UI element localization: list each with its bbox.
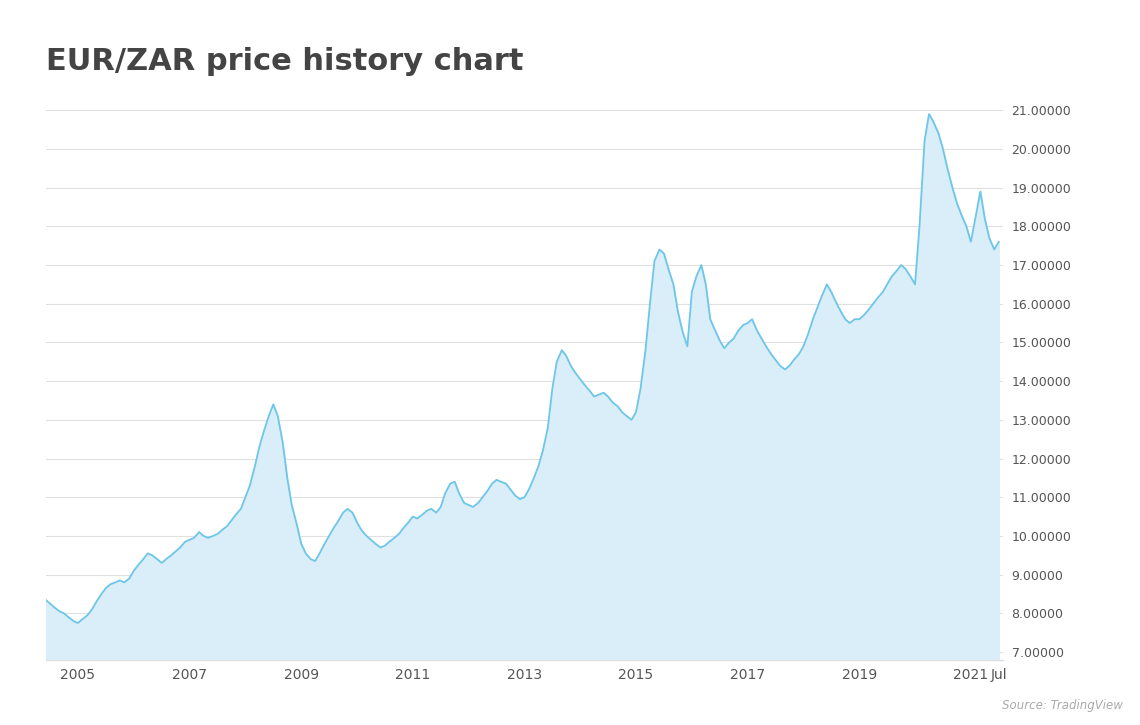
Text: EUR/ZAR price history chart: EUR/ZAR price history chart [46, 47, 523, 76]
Text: Source: TradingView: Source: TradingView [1002, 699, 1123, 712]
